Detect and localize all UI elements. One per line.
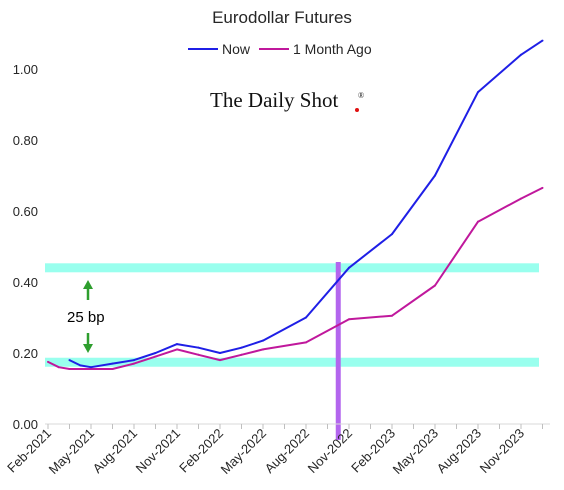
- vertical-marker: [335, 262, 341, 440]
- data-point: [477, 220, 479, 223]
- data-point: [79, 364, 82, 367]
- data-point: [219, 352, 221, 354]
- watermark-registered-mark: ®: [358, 91, 364, 100]
- watermark-logo: The Daily Shot ®: [210, 88, 364, 112]
- chart-title: Eurodollar Futures: [212, 8, 352, 27]
- watermark-dot: [355, 108, 359, 112]
- data-point: [47, 360, 49, 363]
- data-point: [520, 197, 522, 200]
- data-point: [240, 346, 243, 349]
- y-tick-label: 0.80: [13, 133, 38, 148]
- y-tick-label: 0.20: [13, 346, 38, 361]
- data-point: [348, 318, 350, 321]
- data-point: [305, 341, 307, 344]
- data-point: [391, 314, 393, 317]
- legend: Now 1 Month Ago: [188, 41, 372, 57]
- y-tick-label: 0.60: [13, 204, 38, 219]
- data-point: [477, 91, 479, 94]
- y-tick-label: 1.00: [13, 62, 38, 77]
- lines-layer: [47, 39, 544, 370]
- data-point: [391, 233, 393, 236]
- data-point: [154, 355, 157, 358]
- data-point: [57, 366, 60, 369]
- arrow-up-head: [83, 280, 93, 289]
- data-point: [133, 362, 135, 365]
- annotation-25bp: 25 bp: [67, 280, 105, 353]
- data-point: [111, 367, 114, 370]
- data-point: [68, 367, 71, 370]
- data-point: [434, 174, 436, 177]
- data-point: [348, 266, 350, 269]
- y-tick-label: 0.40: [13, 275, 38, 290]
- band-0: [45, 357, 539, 367]
- arrow-down-head: [83, 344, 93, 353]
- data-point: [240, 353, 243, 356]
- data-point: [541, 186, 544, 189]
- data-point: [305, 316, 307, 319]
- watermark-text: The Daily Shot: [210, 88, 338, 112]
- data-point: [520, 53, 522, 56]
- data-point: [154, 352, 157, 354]
- data-point: [434, 284, 436, 287]
- data-point: [111, 362, 114, 365]
- data-point: [262, 348, 264, 351]
- data-point: [68, 359, 71, 362]
- data-point: [133, 359, 135, 362]
- data-point: [197, 346, 200, 349]
- data-point: [176, 348, 178, 351]
- vline-layer: [335, 262, 341, 440]
- y-axis: 0.00 0.20 0.40 0.60 0.80 1.00: [13, 62, 38, 432]
- y-tick-label: 0.00: [13, 417, 38, 432]
- data-point: [176, 343, 178, 346]
- data-point: [90, 366, 92, 369]
- series-line-now: [69, 39, 544, 369]
- bands-layer: [45, 263, 539, 367]
- legend-label-now: Now: [222, 41, 251, 57]
- annotation-label: 25 bp: [67, 309, 105, 326]
- data-point: [541, 39, 544, 42]
- data-point: [197, 353, 200, 356]
- data-point: [90, 367, 92, 370]
- band-1: [45, 263, 539, 273]
- data-point: [262, 339, 264, 342]
- legend-label-1-month-ago: 1 Month Ago: [293, 41, 372, 57]
- data-point: [219, 359, 221, 362]
